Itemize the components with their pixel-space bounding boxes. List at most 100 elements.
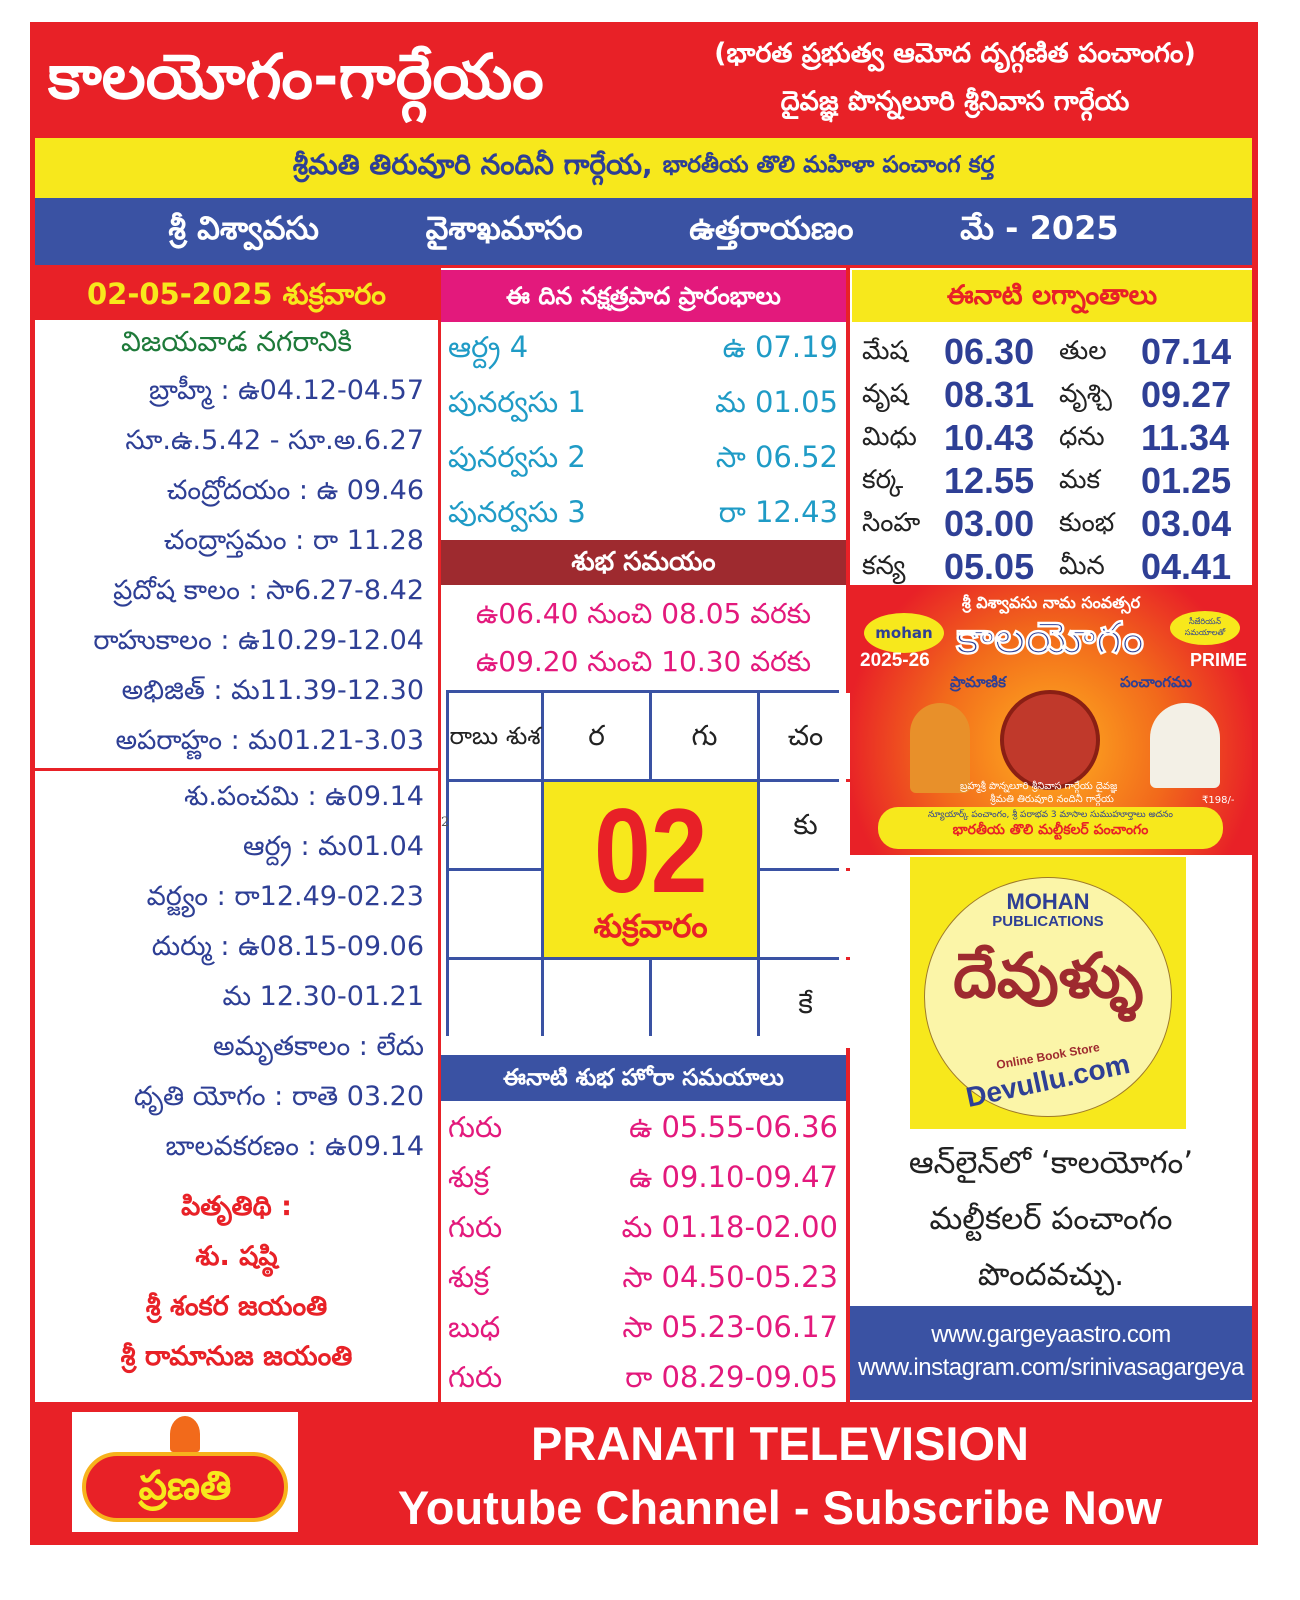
ad-year: 2025-26 (860, 650, 930, 671)
hora-row: శుక్ర ఉ 09.10-09.47 (448, 1152, 838, 1202)
nakshatra-time: సా 06.52 (715, 440, 838, 474)
website-link[interactable]: www.gargeyaastro.com (931, 1321, 1171, 1348)
devullu-ad: MOHAN PUBLICATIONS దేవుళ్ళు Online Book … (910, 857, 1186, 1129)
nakshatra-time: మ 01.05 (715, 385, 838, 419)
detail-tithi: శు.పంచమి : ఉ09.14 (184, 781, 424, 812)
festival-2: శ్రీ రామానుజ జయంతి (120, 1341, 353, 1372)
lagna-time: 04.41 (1141, 546, 1232, 587)
chart-cell (449, 871, 541, 957)
ad-seal: సీజేరియన్ సమయాలతో (1170, 611, 1240, 645)
nakshatra-header: ఈ దిన నక్షత్రపాద ప్రారంభాలు (441, 270, 846, 322)
hora-row: బుధ సా 05.23-06.17 (448, 1302, 838, 1352)
lagna-time: 03.04 (1141, 503, 1232, 544)
lagna-rasi: సింహ (862, 508, 921, 538)
lagna-rasi: ధను (1059, 422, 1105, 452)
lagna-time: 05.05 (944, 546, 1035, 587)
nakshatra-time: ఉ 07.19 (722, 330, 838, 364)
hora-header: ఈనాటి శుభ హోరా సమయాలు (441, 1055, 846, 1101)
mohan-logo: mohan (864, 613, 944, 653)
nakshatra-name: పునర్వసు 3 (448, 495, 586, 529)
lagna-rasi: కర్క (862, 465, 904, 495)
shubha-time: ఉ09.20 నుంచి 10.30 వరకు (475, 645, 812, 678)
shubha-header: శుభ సమయం (441, 540, 846, 585)
lagna-rasi: మిధు (862, 422, 917, 452)
nakshatra-name: ఆర్ద్ర 4 (448, 330, 529, 364)
detail-durmuhurtam: దుర్ము : ఉ08.15-09.06 (151, 931, 424, 962)
chart-cell: గు (652, 693, 757, 779)
chart-center-date: 02 శుక్రవారం (544, 782, 757, 957)
pitru-tithi-label: పితృతిథి : (181, 1191, 292, 1222)
instagram-link[interactable]: www.instagram.com/srinivasagargeya (858, 1354, 1244, 1381)
subscribe-cta[interactable]: Youtube Channel - Subscribe Now (397, 1481, 1163, 1534)
timing-rahukalam: రాహుకాలం : ఉ10.29-12.04 (93, 625, 424, 656)
kalayogam-ad: శ్రీ విశ్వావసు నామ సంవత్సర mohan సీజేరియ… (850, 585, 1252, 855)
devullu-mohan: MOHAN (1006, 889, 1090, 914)
chart-cell: చం (760, 693, 851, 779)
ad-authors-2: శ్రీమతి తిరువూరి నందినీ గార్గేయ (990, 794, 1114, 805)
ad-top-text: శ్రీ విశ్వావసు నామ సంవత్సర (961, 593, 1141, 612)
pranati-logo-text: ప్రణతి (82, 1452, 288, 1522)
chart-cell (449, 960, 541, 1048)
hora-time: ఉ 05.55-06.36 (629, 1110, 838, 1144)
lagna-time: 01.25 (1141, 460, 1232, 501)
lagna-rasi: మీన (1059, 551, 1105, 581)
chart-cell: ర (544, 693, 649, 779)
hora-row: శుక్ర సా 04.50-05.23 (448, 1252, 838, 1302)
lagna-time: 06.30 (944, 331, 1035, 372)
nakshatra-time: రా 12.43 (718, 495, 838, 529)
hora-row: గురు ఉ 05.55-06.36 (448, 1102, 838, 1152)
ad-brand: కాలయోగం (955, 613, 1144, 665)
city-label: విజయవాడ నగరానికి (121, 325, 352, 358)
timings-list: బ్రాహ్మీ : ఉ04.12-04.57 సూ.ఉ.5.42 - సూ.అ… (93, 366, 424, 766)
detail-varjyam: వర్జ్యం : రా12.49-02.23 (146, 881, 424, 912)
lagna-time: 07.14 (1141, 331, 1232, 372)
nakshatra-list: ఆర్ద్ర 4 ఉ 07.19 పునర్వసు 1 మ 01.05 పునర్వ… (448, 322, 838, 542)
detail-amritakalam: అమృతకాలం : లేదు (213, 1031, 424, 1062)
namaste-hands-icon (170, 1416, 200, 1452)
month-year: మే - 2025 (960, 208, 1119, 247)
online-line: ఆన్‌లైన్‌లో ‘కాలయోగం’ (908, 1145, 1194, 1181)
timing-moonrise: చంద్రోదయం : ఉ 09.46 (166, 475, 424, 506)
hora-time: ఉ 09.10-09.47 (629, 1160, 838, 1194)
nakshatra-row: పునర్వసు 3 రా 12.43 (448, 487, 838, 542)
ad-band: న్యూయార్క్ పంచాంగం, శ్రీ పరాభవ 3 మాసాల స… (878, 807, 1223, 849)
page-title: కాలయోగం-గార్గేయం (48, 40, 544, 113)
nakshatra-row: ఆర్ద్ర 4 ఉ 07.19 (448, 322, 838, 377)
ad-authors: బ్రహ్మశ్రీ పొన్నలూరి శ్రీనివాస గార్గేయ ద… (960, 781, 1118, 792)
weekday: శుక్రవారం (593, 907, 708, 946)
masam: వైశాఖమాసం (425, 208, 583, 247)
lagna-rasi: కన్య (862, 551, 906, 581)
saint-image (910, 703, 970, 793)
hora-row: గురు రా 08.29-09.05 (448, 1352, 838, 1402)
nakshatra-row: పునర్వసు 2 సా 06.52 (448, 432, 838, 487)
banner-name: శ్రీమతి తిరువూరి నందినీ గార్గేయ, (292, 148, 653, 181)
lagna-time: 09.27 (1141, 374, 1232, 415)
hora-time: సా 05.23-06.17 (622, 1310, 838, 1344)
timing-pradosha: ప్రదోష కాలం : సా6.27-8.42 (113, 575, 424, 606)
ad-band-line2: భారతీయ తొలి మల్టీకలర్ పంచాంగం (952, 822, 1149, 838)
devullu-logo: దేవుళ్ళు (953, 939, 1143, 1012)
hora-time: రా 08.29-09.05 (625, 1360, 838, 1394)
chart-cell: కు (760, 782, 851, 868)
nakshatra-row: పునర్వసు 1 మ 01.05 (448, 377, 838, 432)
calendar-strip: శ్రీ విశ్వావసు వైశాఖమాసం ఉత్తరాయణం మే - … (35, 198, 1252, 265)
chart-cell (760, 871, 851, 957)
nakshatra-name: పునర్వసు 1 (448, 385, 586, 419)
detail-nakshatra: ఆర్ద్ర : మ01.04 (242, 831, 424, 862)
detail-yogam: ధృతి యోగం : రాతె 03.20 (133, 1081, 424, 1112)
festival-1: శ్రీ శంకర జయంతి (145, 1291, 328, 1322)
online-line: పొందవచ్చు. (977, 1257, 1125, 1293)
lagna-rasi: వృష (862, 379, 909, 409)
lagna-rasi: మక (1059, 465, 1101, 495)
lagna-rasi: తుల (1059, 336, 1107, 366)
rasi-chart: రాబు శుశ ర గు చం 02 శుక్రవారం కు కే (446, 690, 851, 1048)
lagna-rasi: మేష (862, 336, 909, 366)
timing-brahmi: బ్రాహ్మీ : ఉ04.12-04.57 (149, 375, 424, 406)
timing-aparahna: అపరాహ్ణం : మ01.21-3.03 (115, 725, 424, 756)
divider (35, 768, 438, 771)
shubha-list: ఉ06.40 నుంచి 08.05 వరకు ఉ09.20 నుంచి 10.… (441, 590, 846, 686)
banner-tagline: భారతీయ తొలి మహిళా పంచాంగ కర్త (662, 152, 995, 178)
lagna-time: 12.55 (944, 460, 1035, 501)
devullu-publications: PUBLICATIONS (992, 913, 1104, 930)
hora-planet: బుధ (448, 1310, 501, 1344)
